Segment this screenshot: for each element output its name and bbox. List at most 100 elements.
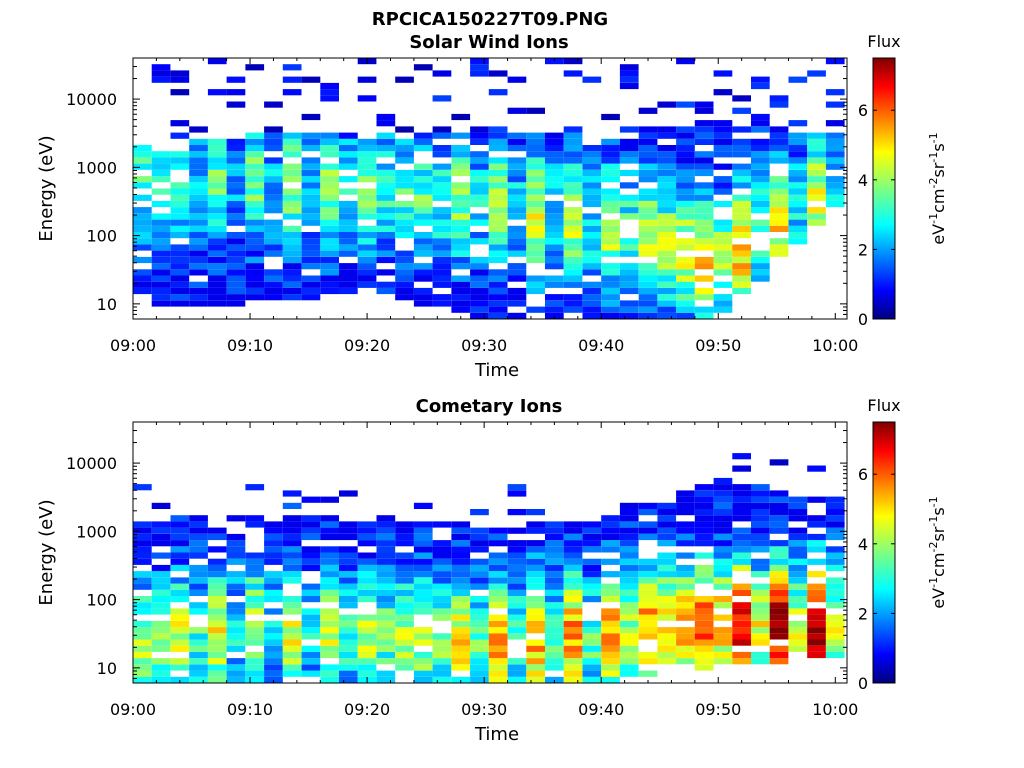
spectrogram-cell (133, 225, 152, 232)
spectrogram-cell (619, 502, 639, 509)
spectrogram-cell (170, 577, 190, 584)
spectrogram-cell (788, 169, 808, 177)
spectrogram-cell (526, 658, 545, 665)
spectrogram-cell (619, 287, 639, 295)
spectrogram-cell (657, 558, 677, 565)
spectrogram-cell (638, 157, 658, 164)
spectrogram-cell (638, 670, 658, 677)
y-tick-label: 10 (97, 295, 117, 314)
spectrogram-cell (545, 182, 564, 189)
spectrogram-cell (751, 496, 770, 503)
spectrogram-cell (357, 577, 377, 584)
spectrogram-cell (432, 244, 452, 251)
spectrogram-cell (207, 614, 227, 621)
spectrogram-cell (376, 120, 396, 127)
spectrogram-cell (807, 132, 826, 139)
spectrogram-cell (376, 138, 396, 145)
spectrogram-cell (638, 620, 658, 628)
spectrogram-cell (507, 225, 527, 232)
spectrogram-cell (339, 207, 358, 214)
spectrogram-cell (245, 552, 265, 559)
spectrogram-cell (395, 281, 414, 288)
spectrogram-cell (470, 182, 489, 189)
spectrogram-cell (619, 207, 639, 214)
spectrogram-cell (207, 639, 227, 646)
spectrogram-cell (619, 620, 639, 628)
spectrogram-cell (526, 244, 545, 251)
spectrogram-cell (301, 138, 321, 145)
spectrogram-cell (451, 620, 471, 628)
spectrogram-cell (357, 169, 377, 177)
spectrogram-cell (189, 287, 208, 295)
spectrogram-cell (245, 169, 265, 177)
spectrogram-cell (732, 515, 751, 522)
spectrogram-cell (470, 533, 489, 541)
spectrogram-cell (676, 577, 695, 584)
spectrogram-cell (226, 163, 246, 170)
spectrogram-cell (488, 182, 508, 189)
spectrogram-cell (226, 281, 246, 288)
spectrogram-cell (207, 287, 227, 295)
spectrogram-cell (170, 294, 190, 301)
spectrogram-cell (413, 269, 433, 276)
spectrogram-cell (226, 633, 246, 640)
spectrogram-cell (189, 583, 208, 590)
spectrogram-cell (563, 70, 583, 77)
spectrogram-cell (619, 614, 639, 621)
spectrogram-cell (769, 250, 789, 257)
spectrogram-cell (601, 169, 620, 177)
spectrogram-cell (657, 614, 677, 621)
spectrogram-cell (713, 651, 733, 659)
spectrogram-cell (432, 275, 452, 282)
spectrogram-cell (788, 589, 808, 596)
spectrogram-cell (526, 219, 545, 226)
spectrogram-cell (638, 269, 658, 276)
spectrogram-cell (545, 219, 564, 226)
spectrogram-cell (694, 275, 714, 282)
spectrogram-cell (713, 151, 733, 158)
spectrogram-cell (470, 238, 489, 245)
spectrogram-cell (732, 558, 751, 565)
spectrogram-cell (189, 552, 208, 559)
spectrogram-cell (769, 521, 789, 528)
spectrogram-cell (320, 145, 339, 152)
spectrogram-cell (619, 589, 639, 596)
spectrogram-cell (788, 238, 808, 245)
spectrogram-cell (451, 294, 471, 301)
spectrogram-cell (601, 627, 620, 634)
spectrogram-cell (207, 238, 227, 245)
spectrogram-cell (563, 558, 583, 565)
spectrogram-cell (207, 602, 227, 609)
spectrogram-cell (207, 194, 227, 201)
spectrogram-cell (301, 238, 321, 245)
spectrogram-cell (301, 76, 321, 83)
spectrogram-cell (694, 232, 714, 239)
spectrogram-cell (245, 263, 265, 270)
spectrogram-cell (451, 552, 471, 559)
spectrogram-cell (751, 219, 770, 226)
spectrogram-cell (638, 658, 658, 665)
spectrogram-cell (507, 676, 527, 683)
x-tick-label: 09:10 (227, 700, 273, 719)
spectrogram-cell (133, 639, 152, 646)
spectrogram-cell (507, 620, 527, 628)
spectrogram-cell (563, 281, 583, 288)
spectrogram-cell (282, 263, 302, 270)
spectrogram-cell (751, 200, 770, 208)
spectrogram-cell (751, 502, 770, 509)
y-tick-label: 10000 (66, 454, 117, 473)
spectrogram-cell (413, 145, 433, 152)
spectrogram-cell (451, 658, 471, 665)
spectrogram-cell (582, 200, 602, 208)
spectrogram-cell (470, 651, 489, 659)
spectrogram-cell (301, 132, 321, 139)
spectrogram-cell (732, 639, 751, 646)
spectrogram-cell (769, 157, 789, 164)
spectrogram-cell (619, 82, 639, 90)
spectrogram-cell (619, 658, 639, 665)
spectrogram-cell (151, 564, 171, 572)
spectrogram-cell (301, 620, 321, 628)
spectrogram-cell (601, 540, 620, 547)
spectrogram-cell (751, 614, 770, 621)
spectrogram-cell (751, 596, 770, 603)
